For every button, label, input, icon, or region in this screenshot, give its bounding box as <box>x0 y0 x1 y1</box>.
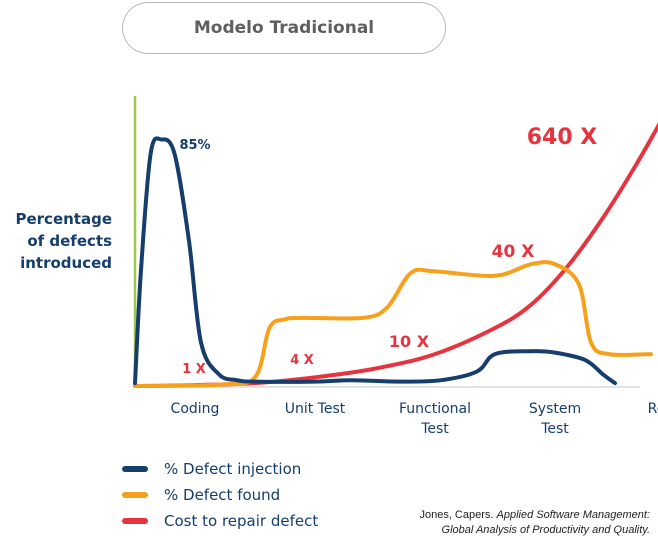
x-tick-label: Coding <box>171 401 220 417</box>
x-tick-label: Unit Test <box>285 401 346 417</box>
legend-swatch-cost <box>122 518 148 524</box>
annotation-peak: 85% <box>179 138 210 153</box>
annotation-c40: 40 X <box>492 242 535 262</box>
legend-label-injection: % Defect injection <box>164 460 302 478</box>
x-tick-label: System <box>529 401 581 417</box>
series-line-found <box>133 260 653 388</box>
y-axis-label-line: Percentage <box>15 210 112 228</box>
annotation-c640: 640 X <box>527 125 598 150</box>
series-line-injection <box>133 136 617 386</box>
legend-item-found: % Defect found <box>122 482 318 508</box>
x-tick-label: Functional <box>399 401 471 417</box>
y-axis-label: Percentage of defects introduced <box>8 208 112 274</box>
annotation-c10: 10 X <box>389 332 430 351</box>
source-book-title: Applied Software Management: <box>496 509 650 521</box>
y-axis-label-line: of defects <box>27 232 112 250</box>
source-book-subtitle: Global Analysis of Productivity and Qual… <box>441 524 650 536</box>
annotation-c4: 4 X <box>290 353 314 368</box>
annotation-c1: 1 X <box>182 362 206 377</box>
x-tick-label: Test <box>420 421 449 437</box>
x-tick-label: Release <box>648 401 658 417</box>
chart-plot: 85% 1 X 4 X 10 X 40 X 640 X Coding Unit Test Fun… <box>133 96 658 437</box>
legend-item-injection: % Defect injection <box>122 456 318 482</box>
x-tick-label: Test <box>540 421 569 437</box>
legend-item-cost: Cost to repair defect <box>122 508 318 534</box>
legend: % Defect injection % Defect found Cost t… <box>122 456 318 534</box>
source-author: Jones, Capers. <box>419 509 494 521</box>
legend-label-found: % Defect found <box>164 486 281 504</box>
source-line-2: Global Analysis of Productivity and Qual… <box>419 523 650 538</box>
legend-swatch-injection <box>122 466 148 472</box>
source-line-1: Jones, Capers. Applied Software Manageme… <box>419 508 650 523</box>
y-axis-label-line: introduced <box>20 254 112 272</box>
source-citation: Jones, Capers. Applied Software Manageme… <box>419 508 650 538</box>
chart-title: Modelo Tradicional <box>122 2 446 54</box>
legend-swatch-found <box>122 492 148 498</box>
legend-label-cost: Cost to repair defect <box>164 512 319 530</box>
